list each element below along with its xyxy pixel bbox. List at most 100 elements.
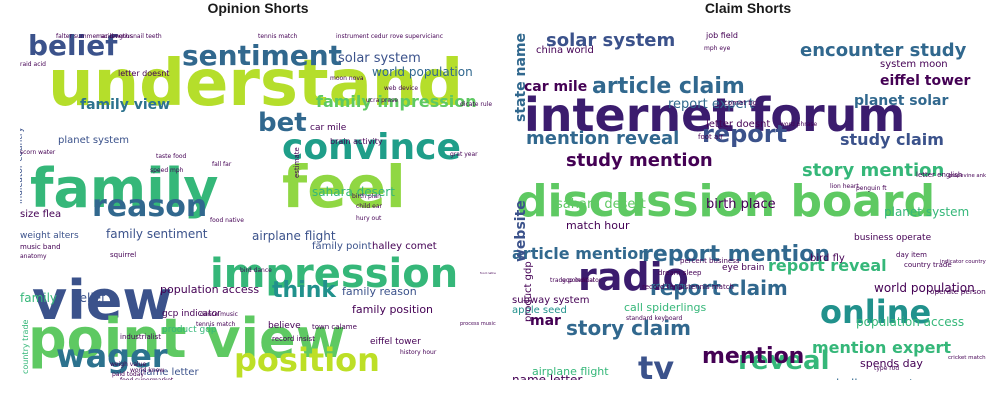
word-car-mile: car mile bbox=[310, 123, 347, 133]
word-mention: mention bbox=[702, 344, 805, 369]
word-indicator-country: indicator country bbox=[20, 127, 25, 204]
word-snail-teeth: snail teeth bbox=[130, 33, 162, 40]
word-report: report bbox=[702, 120, 788, 148]
word-raid-acid: raid acid bbox=[20, 61, 46, 68]
word-report-claim: report claim bbox=[650, 276, 788, 300]
word-china-world: china world bbox=[536, 45, 594, 56]
word-penguin-ft: penguin ft bbox=[856, 185, 887, 192]
word-belief: belief bbox=[72, 291, 106, 305]
word-state-name: state name bbox=[513, 32, 529, 122]
word-size-flea: size flea bbox=[20, 209, 62, 220]
word-dicate-rule: dicate rule bbox=[460, 101, 493, 108]
word-planet-solar: planet solar bbox=[854, 93, 949, 109]
word-indicator-country: indicator country bbox=[940, 259, 986, 265]
word-tennis-match: tennis match bbox=[258, 33, 298, 40]
word-squirrel: squirrel bbox=[110, 251, 137, 259]
word-article-mention: article mention bbox=[512, 244, 650, 263]
word-rove-supervicianc: rove supervicianc bbox=[390, 33, 444, 40]
word-letter-doesnt: letter doesnt bbox=[706, 119, 771, 130]
word-airplane-flight: airplane flight bbox=[252, 229, 336, 243]
word-industrialist: industrialist bbox=[120, 333, 162, 341]
word-name-letter: name letter bbox=[512, 373, 583, 380]
opinion-word-cloud: understand family feel view point view impres… bbox=[20, 22, 496, 380]
word-family: family bbox=[30, 157, 219, 220]
word-letter-english: letter english bbox=[916, 171, 963, 179]
word-food-native: food native bbox=[480, 271, 496, 275]
word-falter-summer-acid-venus: falter summer acid venus bbox=[56, 33, 133, 40]
word-music-band: music band bbox=[20, 243, 61, 251]
word-family-position: family position bbox=[352, 303, 434, 316]
word-letter-doesnt: letter doesnt bbox=[118, 69, 170, 78]
word-eiffel-tower: eiffel tower bbox=[370, 337, 421, 347]
word-world-know: world know bbox=[130, 367, 165, 374]
word-bet: bet bbox=[258, 108, 307, 138]
word-sahara-desert: sahara desert bbox=[312, 185, 395, 199]
claim-word-cloud: internet forum discussion board radio onlin… bbox=[510, 22, 986, 380]
word-hury-out: hury out bbox=[356, 215, 382, 222]
word-belief: belief bbox=[28, 29, 118, 62]
word-internet-forum: internet forum bbox=[524, 88, 906, 142]
word-mph-eye: mph eye bbox=[704, 45, 731, 52]
word-lion-heart: lion heart bbox=[830, 183, 859, 190]
word-convince: convince bbox=[282, 127, 461, 168]
word-birth-plan: birth plan bbox=[352, 193, 381, 200]
word-solar-system: solar system bbox=[338, 51, 421, 66]
word-tv: tv bbox=[638, 349, 675, 380]
word-business-operate: business operate bbox=[854, 233, 932, 243]
word-sahara-desert: sahara desert bbox=[556, 197, 646, 212]
word-gcp-indicator: gcp indicator bbox=[562, 277, 602, 284]
word-percent-business: percent business bbox=[680, 257, 740, 265]
word-food-supermarket: food supermarket bbox=[120, 378, 173, 381]
word-study-mention: study mention bbox=[566, 150, 713, 171]
word-process-music: process music bbox=[460, 321, 496, 327]
word-airplane-flight: airplane flight bbox=[532, 365, 609, 378]
word-weigh-value: weigh value bbox=[110, 361, 147, 368]
word-scorn-water: scorn water bbox=[20, 149, 56, 156]
word-tennis-match: tennis match bbox=[196, 321, 236, 328]
word-sentiment: sentiment bbox=[182, 39, 343, 72]
word-comet-bc: comet bc bbox=[724, 99, 757, 107]
word-eiffel-tower: eiffel tower bbox=[880, 73, 971, 89]
word-word-phrase: word phrase bbox=[780, 121, 818, 128]
word-website: website bbox=[513, 200, 529, 262]
word-position: position bbox=[234, 341, 380, 379]
word-world-population: world population bbox=[874, 281, 975, 295]
word-think: think bbox=[272, 278, 337, 303]
word-family-reason: family reason bbox=[342, 285, 417, 298]
word-speed-mph: speed mph bbox=[150, 167, 184, 174]
word-mar-length: mar length bbox=[96, 33, 130, 40]
word-planet-system: planet system bbox=[884, 205, 970, 219]
word-child-ear: child ear bbox=[356, 203, 382, 210]
word-dream-sleep: dream sleep bbox=[658, 269, 702, 277]
word-web-device: web device bbox=[384, 85, 419, 92]
word-standard-keyboard: standard keyboard bbox=[626, 315, 683, 322]
word-family-impression: family impression bbox=[316, 92, 477, 111]
opinion-shorts-title: Opinion Shorts bbox=[207, 0, 309, 16]
word-population-access: population access bbox=[856, 315, 965, 329]
word-mar: mar bbox=[530, 313, 561, 329]
word-mention-reveal: mention reveal bbox=[526, 128, 680, 149]
word-story-mention: story mention bbox=[802, 160, 945, 181]
word-solar-system: solar system bbox=[546, 30, 676, 51]
word-report-mention: report mention bbox=[642, 242, 830, 267]
word-planet-system: planet system bbox=[58, 135, 129, 146]
word-family-sentiment: family sentiment bbox=[106, 227, 208, 241]
word-instrument-cedur: instrument cedur bbox=[336, 33, 388, 40]
word-brain-activity: brain activity bbox=[330, 137, 383, 146]
word-believe: believe bbox=[268, 321, 301, 331]
word-eye-brain: eye brain bbox=[722, 263, 765, 273]
word-article-claim: article claim bbox=[592, 74, 745, 99]
word-halley-comet: halley comet bbox=[372, 241, 437, 252]
word-country-trade: country trade bbox=[21, 319, 30, 374]
word-record-insist: record insist bbox=[272, 335, 315, 343]
word-family: family bbox=[20, 291, 58, 305]
word-fall-far: fall far bbox=[212, 161, 232, 168]
word-spends-day: spends day bbox=[860, 357, 923, 370]
word-radio: radio bbox=[578, 255, 689, 299]
word-trade-potential: trade potential bbox=[550, 277, 595, 284]
word-story-claim: story claim bbox=[566, 316, 691, 340]
word-cricket-match: cricket match bbox=[948, 355, 986, 361]
word-day-item: day item bbox=[896, 251, 927, 259]
word-feel: feel bbox=[282, 153, 406, 221]
word-country-trade: country trade bbox=[904, 261, 952, 269]
